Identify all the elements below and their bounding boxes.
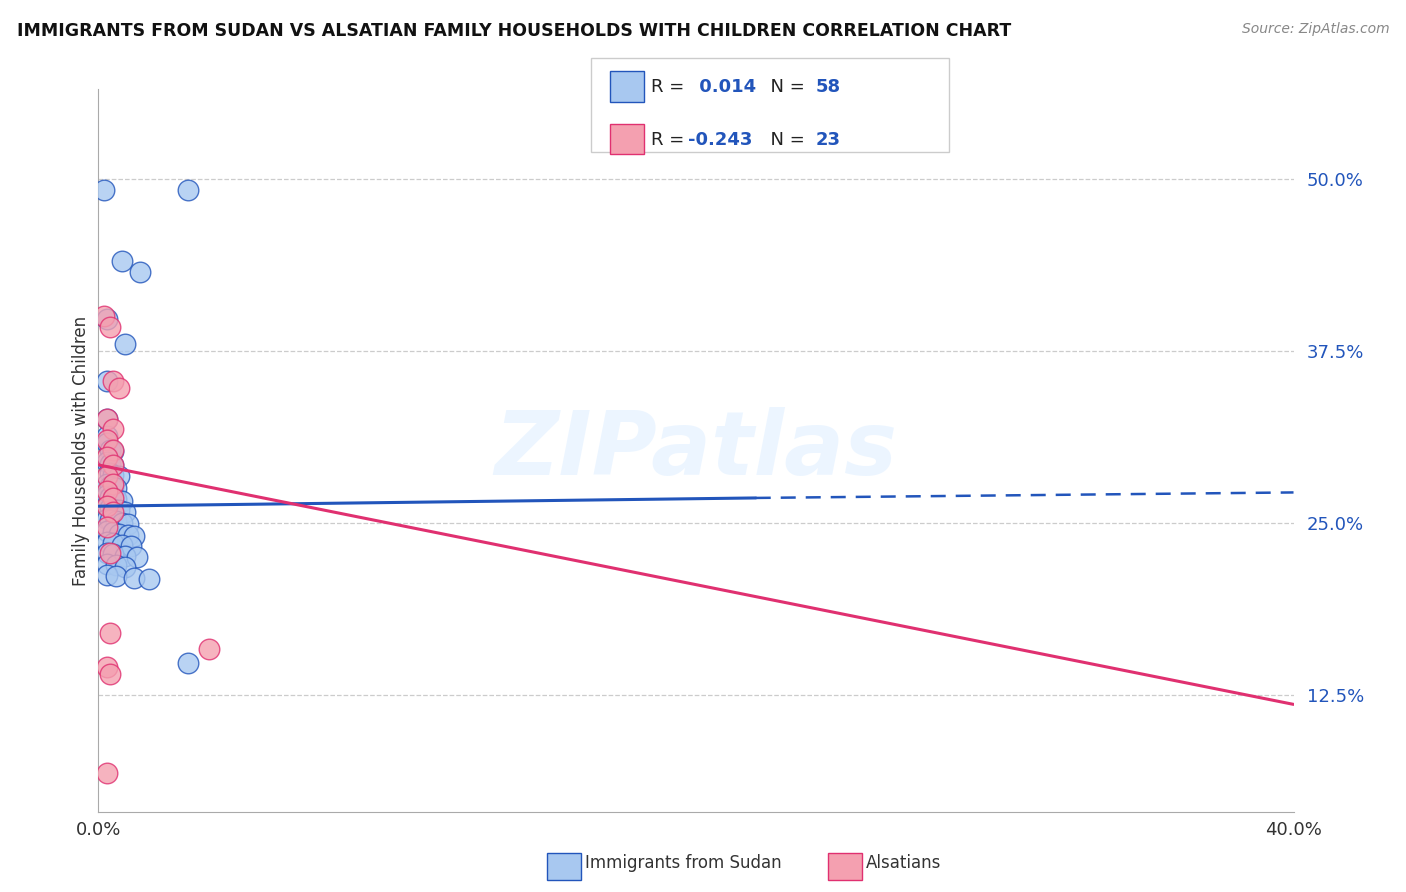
Point [98,478,122,492]
Point [111,516,134,530]
Point [105,481,128,495]
Point [96,374,118,388]
Point [96,524,118,538]
Point [96,477,118,491]
Point [98,513,122,527]
Point [111,254,134,268]
Point [96,546,118,560]
Point [103,467,125,482]
Point [98,625,122,640]
Point [103,491,125,505]
Point [96,568,118,582]
Point [111,493,134,508]
Point [129,265,152,279]
Point [103,458,125,472]
Point [98,457,122,471]
Point [96,766,118,780]
Point [96,499,118,513]
Point [96,660,118,674]
Point [103,505,125,519]
Point [114,559,136,574]
Text: R =: R = [651,131,690,149]
Point [93,310,115,324]
Point [96,436,118,450]
Point [177,656,200,670]
Point [93,183,115,197]
Point [117,517,139,532]
Point [96,455,118,469]
Point [96,484,118,499]
Point [103,444,125,458]
Y-axis label: Family Households with Children: Family Households with Children [72,316,90,585]
Point [108,381,131,395]
Point [98,490,122,504]
Point [117,528,139,542]
Point [96,535,118,549]
Point [96,429,118,443]
Point [96,520,118,534]
Point [108,526,131,541]
Point [98,546,122,560]
Text: Alsatians: Alsatians [866,854,942,871]
Text: N =: N = [759,131,811,149]
Point [96,511,118,525]
Text: 0.014: 0.014 [693,78,756,96]
Text: 58: 58 [815,78,841,96]
Point [108,503,131,517]
Point [111,538,134,552]
Point [177,183,200,197]
Text: IMMIGRANTS FROM SUDAN VS ALSATIAN FAMILY HOUSEHOLDS WITH CHILDREN CORRELATION CH: IMMIGRANTS FROM SUDAN VS ALSATIAN FAMILY… [17,22,1011,40]
Point [114,549,136,563]
Point [98,320,122,334]
Point [96,412,118,426]
Point [98,442,122,457]
Point [105,558,128,573]
Point [103,547,125,561]
Point [103,525,125,540]
Point [124,529,146,543]
Point [114,336,136,351]
Point [120,539,142,553]
Point [103,480,125,494]
Text: R =: R = [651,78,690,96]
Point [198,642,221,657]
Text: Immigrants from Sudan: Immigrants from Sudan [585,854,782,871]
Point [103,477,125,491]
Point [98,500,122,515]
Point [96,412,118,426]
Point [103,491,125,505]
Point [114,505,136,519]
Point [127,550,149,565]
Text: ZIPatlas: ZIPatlas [495,407,897,494]
Text: N =: N = [759,78,811,96]
Point [105,569,128,583]
Point [98,466,122,480]
Point [138,572,160,586]
Point [96,488,118,502]
Text: -0.243: -0.243 [688,131,752,149]
Point [96,450,118,464]
Point [96,433,118,447]
Text: Source: ZipAtlas.com: Source: ZipAtlas.com [1241,22,1389,37]
Point [103,442,125,457]
Point [96,499,118,513]
Point [103,374,125,388]
Point [108,469,131,483]
Point [103,458,125,472]
Point [105,514,128,528]
Point [103,422,125,436]
Point [98,667,122,681]
Point [124,571,146,585]
Text: 23: 23 [815,131,841,149]
Point [96,557,118,571]
Point [96,469,118,483]
Point [103,502,125,516]
Point [96,312,118,326]
Point [103,536,125,550]
Point [105,492,128,507]
